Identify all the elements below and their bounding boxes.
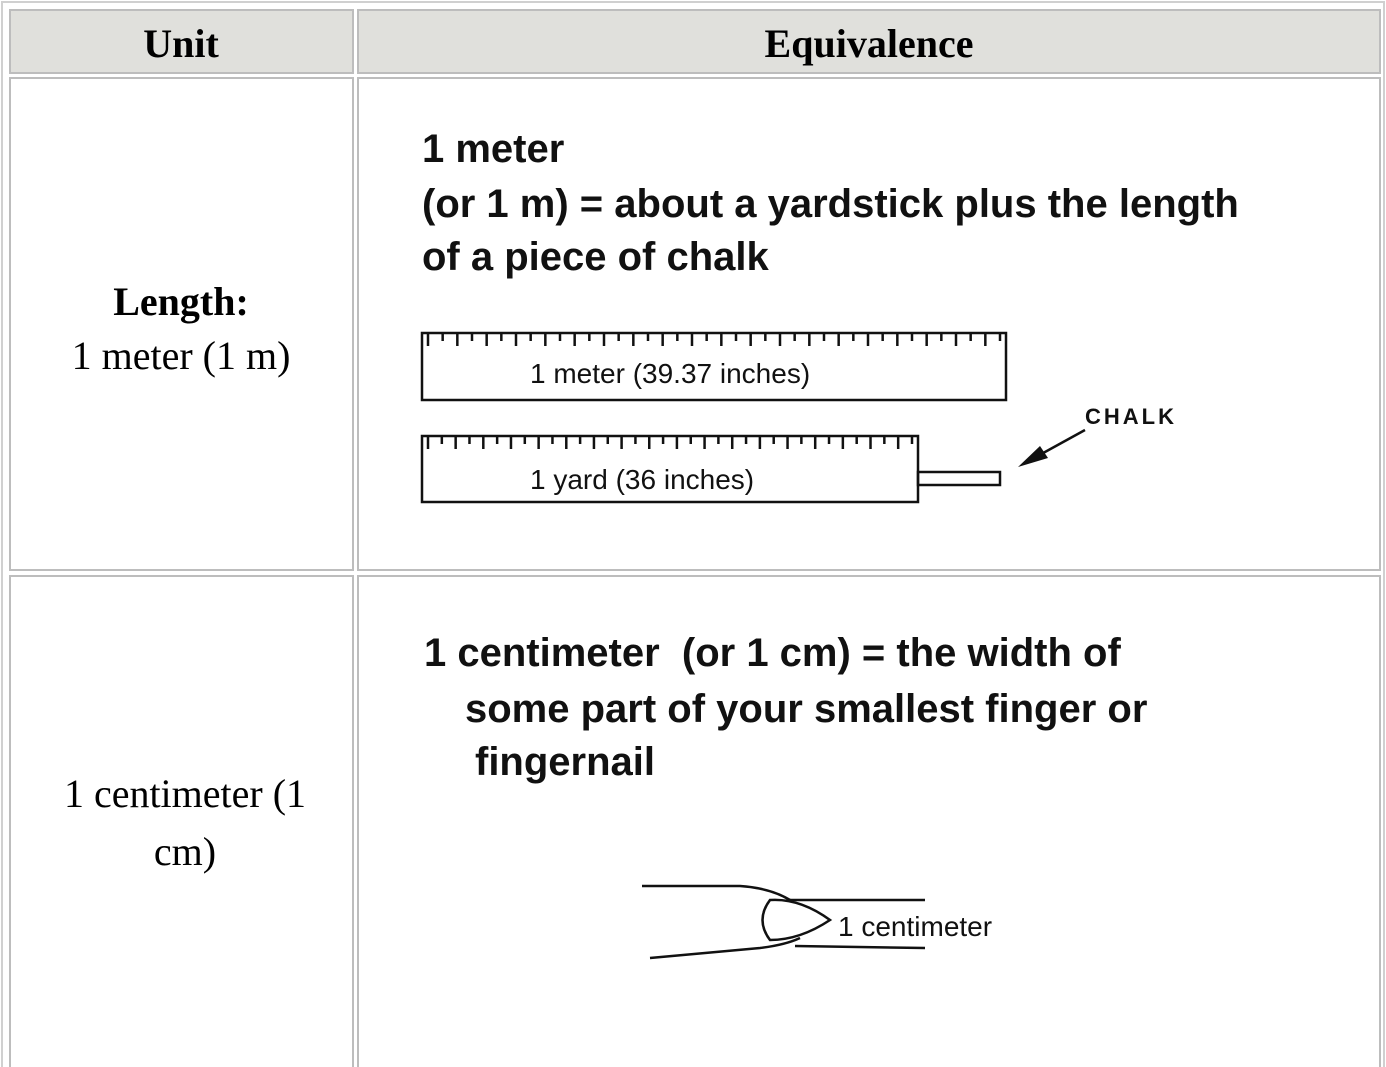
table-cell bbox=[9, 77, 354, 571]
equivalence-text: 1 meter bbox=[422, 127, 564, 171]
measure-line bbox=[794, 944, 926, 950]
equivalence-text: (or 1 m) = about a yardstick plus the le… bbox=[422, 182, 1239, 226]
header-text: Equivalence bbox=[765, 21, 974, 66]
table-cell bbox=[9, 575, 354, 1067]
finger-outline bbox=[642, 884, 791, 902]
yardstick bbox=[420, 434, 920, 504]
equivalence-text: 1 centimeter (or 1 cm) = the width of bbox=[424, 631, 1121, 675]
equivalence-text: of a piece of chalk bbox=[422, 235, 770, 279]
equivalence-text: some part of your smallest finger or bbox=[465, 687, 1147, 731]
unit-text: 1 centimeter (1 cm) bbox=[63, 771, 307, 874]
arrow-head bbox=[1018, 446, 1048, 467]
ruler-drawing bbox=[420, 331, 1086, 504]
unit-text: 1 meter (1 m) bbox=[72, 333, 291, 378]
ruler-label: 1 meter (39.37 inches) bbox=[530, 358, 810, 389]
table-cell bbox=[357, 77, 1381, 571]
fingernail bbox=[761, 898, 833, 942]
ruler-label: 1 yard (36 inches) bbox=[530, 464, 754, 495]
unit-label: Length: bbox=[113, 279, 249, 324]
header-cell bbox=[357, 9, 1381, 74]
equivalence-text: fingernail bbox=[475, 740, 655, 784]
header-cell bbox=[9, 9, 354, 74]
finger-drawing bbox=[642, 884, 926, 960]
table-cell bbox=[357, 575, 1381, 1067]
meter-stick bbox=[420, 331, 1008, 402]
chalk bbox=[916, 470, 1002, 487]
finger-outline bbox=[649, 936, 801, 960]
chalk-label: CHALK bbox=[1085, 404, 1177, 429]
finger-label: 1 centimeter bbox=[838, 911, 992, 942]
header-text: Unit bbox=[143, 21, 219, 66]
